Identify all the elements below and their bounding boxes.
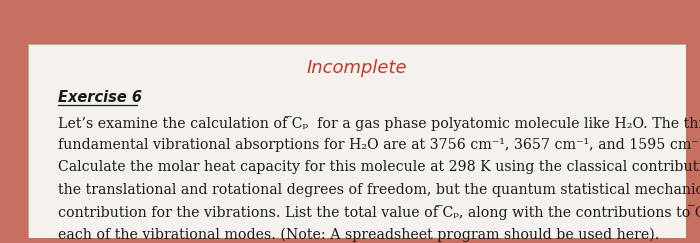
Text: Incomplete: Incomplete — [307, 59, 407, 77]
Text: Let’s examine the calculation of ̅Cₚ  for a gas phase polyatomic molecule like H: Let’s examine the calculation of ̅Cₚ for… — [57, 116, 700, 130]
Text: each of the vibrational modes. (Note: A spreadsheet program should be used here): each of the vibrational modes. (Note: A … — [57, 227, 659, 242]
Text: fundamental vibrational absorptions for H₂O are at 3756 cm⁻¹, 3657 cm⁻¹, and 159: fundamental vibrational absorptions for … — [57, 138, 700, 152]
Text: the translational and rotational degrees of freedom, but the quantum statistical: the translational and rotational degrees… — [57, 183, 700, 197]
Text: Calculate the molar heat capacity for this molecule at 298 K using the classical: Calculate the molar heat capacity for th… — [57, 160, 700, 174]
Text: Exercise 6: Exercise 6 — [57, 90, 141, 105]
Text: contribution for the vibrations. List the total value of ̅Cₚ, along with the con: contribution for the vibrations. List th… — [57, 205, 700, 220]
FancyBboxPatch shape — [28, 44, 686, 238]
